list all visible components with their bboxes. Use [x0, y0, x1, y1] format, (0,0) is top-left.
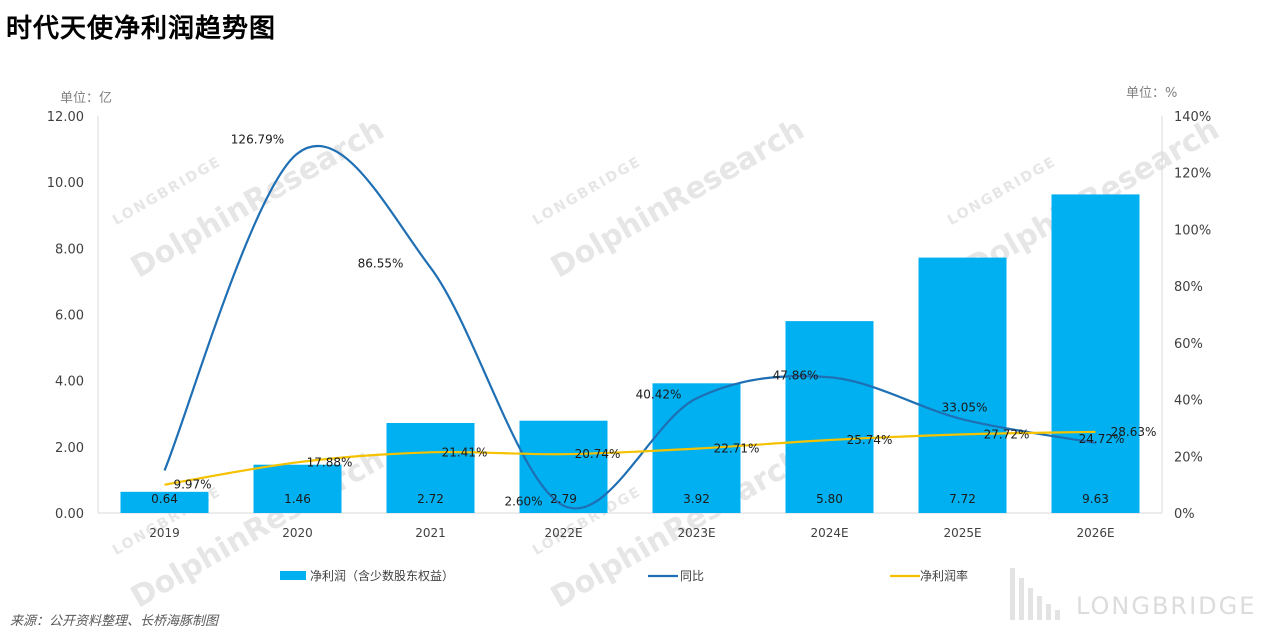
right-tick-label: 20%	[1174, 450, 1203, 465]
yoy-label: 33.05%	[942, 400, 988, 414]
yoy-label: 2.60%	[504, 495, 542, 509]
legend-bar-label: 净利润（含少数股东权益）	[310, 568, 454, 583]
left-tick-label: 0.00	[55, 507, 84, 522]
bar-value-label: 0.64	[151, 492, 178, 506]
x-tick-label: 2026E	[1076, 526, 1114, 540]
chart-title: 时代天使净利润趋势图	[6, 14, 277, 44]
right-tick-label: 100%	[1174, 223, 1211, 238]
x-tick-label: 2021	[415, 526, 446, 540]
left-axis-unit: 单位：亿	[60, 91, 113, 106]
x-tick-label: 2025E	[943, 526, 981, 540]
x-tick-label: 2023E	[677, 526, 715, 540]
yoy-label: 24.72%	[1079, 432, 1125, 446]
x-tick-label: 2020	[282, 526, 313, 540]
left-tick-label: 12.00	[47, 110, 84, 125]
longbridge-logo: LONGBRIDGE	[1004, 560, 1264, 626]
margin-label: 27.72%	[984, 427, 1030, 441]
legend-bar-swatch	[280, 571, 306, 580]
margin-label: 20.74%	[575, 447, 621, 461]
left-tick-label: 6.00	[55, 309, 84, 324]
margin-label: 9.97%	[173, 478, 211, 492]
left-tick-label: 8.00	[55, 242, 84, 257]
line-yoy	[163, 145, 1096, 510]
right-tick-label: 140%	[1174, 110, 1211, 125]
right-tick-label: 80%	[1174, 280, 1203, 295]
bar-net-profit	[253, 464, 342, 513]
bar-net-profit	[785, 321, 874, 513]
yoy-label: 47.86%	[773, 368, 819, 382]
source-note: 来源：公开资料整理、长桥海豚制图	[10, 614, 219, 629]
bar-value-label: 7.72	[949, 492, 976, 506]
left-tick-label: 10.00	[47, 176, 84, 191]
brand-name: LONGBRIDGE	[1076, 592, 1257, 620]
right-axis-unit: 单位：%	[1126, 86, 1178, 101]
line-margin	[164, 430, 1096, 486]
margin-label: 21.41%	[442, 445, 488, 459]
yoy-label: 126.79%	[231, 132, 284, 146]
bar-net-profit	[519, 420, 608, 513]
bar-net-profit	[386, 423, 475, 513]
bar-value-label: 9.63	[1082, 492, 1109, 506]
yoy-label: 86.55%	[358, 257, 404, 271]
yoy-label: 40.42%	[636, 387, 682, 401]
x-tick-label: 2022E	[544, 526, 582, 540]
legend-margin-label: 净利润率	[920, 568, 968, 583]
bar-value-label: 3.92	[683, 492, 710, 506]
bar-value-label: 2.72	[417, 492, 444, 506]
x-tick-label: 2019	[149, 526, 180, 540]
left-tick-label: 2.00	[55, 441, 84, 456]
margin-label: 22.71%	[714, 442, 760, 456]
legend-yoy-label: 同比	[680, 569, 704, 583]
x-tick-label: 2024E	[810, 526, 848, 540]
margin-label: 28.63%	[1111, 425, 1157, 439]
bar-net-profit	[1051, 194, 1140, 513]
bar-value-label: 2.79	[550, 492, 577, 506]
left-tick-label: 4.00	[55, 375, 84, 390]
right-tick-label: 0%	[1174, 507, 1195, 522]
right-tick-label: 40%	[1174, 394, 1203, 409]
bar-net-profit	[120, 491, 209, 513]
margin-label: 25.74%	[847, 433, 893, 447]
margin-label: 17.88%	[307, 455, 353, 469]
bar-value-label: 1.46	[284, 492, 311, 506]
bar-net-profit	[918, 257, 1007, 513]
right-tick-label: 60%	[1174, 337, 1203, 352]
logo-bars-icon	[1010, 568, 1060, 620]
right-tick-label: 120%	[1174, 167, 1211, 182]
bar-value-label: 5.80	[816, 492, 843, 506]
